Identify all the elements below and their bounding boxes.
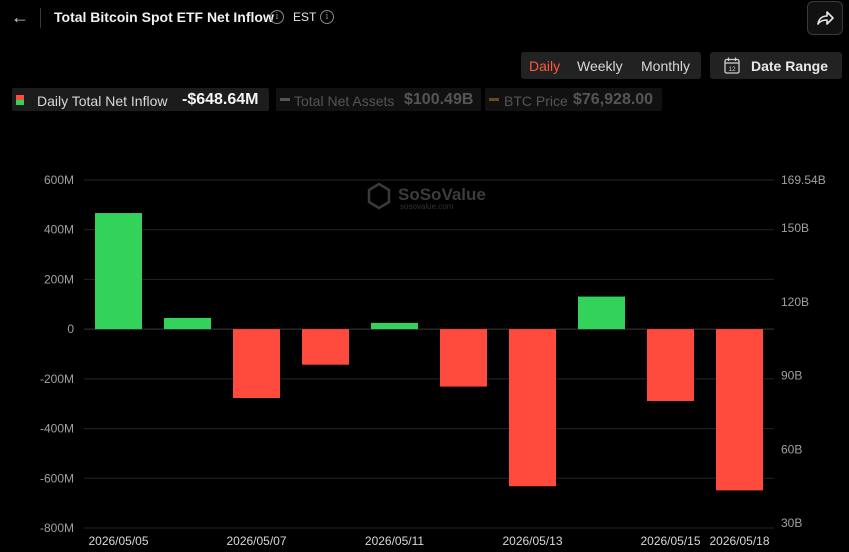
btc-price-label: BTC Price [504, 93, 568, 109]
y2-tick-label: 120B [781, 295, 809, 309]
header-divider [40, 8, 41, 28]
arrow-left-icon[interactable]: ← [11, 7, 29, 27]
share-arrow-icon [817, 11, 834, 25]
bar-2026-05-11[interactable] [371, 322, 418, 330]
x-tick-label: 2026/05/05 [88, 534, 148, 548]
y-tick-label: 600M [44, 173, 74, 187]
x-tick-label: 2026/05/11 [365, 534, 424, 548]
x-tick-label: 2026/05/07 [226, 534, 286, 548]
x-tick-label: 2026/05/15 [640, 534, 700, 548]
timezone-label: EST [293, 10, 317, 24]
y-tick-label: -200M [40, 372, 74, 386]
legend-total-net-assets[interactable]: Total Net Assets $100.49B [276, 88, 481, 111]
sosovalue-watermark: SoSoValue sosovalue.com [367, 182, 486, 211]
y2-tick-label: 150B [781, 221, 809, 235]
date-range-button[interactable]: 12 Date Range [710, 52, 842, 79]
y2-tick-label: 60B [781, 442, 802, 456]
inflow-legend-swatch [16, 95, 24, 105]
period-daily-button[interactable]: Daily [529, 58, 561, 74]
btc-legend-swatch [489, 98, 499, 101]
y-tick-label: -600M [40, 471, 74, 485]
total-net-assets-label: Total Net Assets [294, 93, 395, 109]
calendar-icon: 12 [724, 57, 740, 74]
period-weekly-button[interactable]: Weekly [577, 58, 623, 74]
y2-tick-label: 90B [781, 369, 802, 383]
btc-price-value: $76,928.00 [573, 91, 654, 108]
period-monthly-button[interactable]: Monthly [641, 58, 691, 74]
assets-legend-swatch [280, 98, 290, 101]
x-tick-label: 2026/05/13 [502, 534, 562, 548]
y-tick-label: 200M [44, 272, 74, 286]
bar-2026-05-07[interactable] [233, 329, 280, 398]
bar-2026-05-06[interactable] [164, 317, 211, 330]
daily-net-inflow-label: Daily Total Net Inflow [37, 93, 168, 109]
page-title: Total Bitcoin Spot ETF Net Inflow [54, 9, 274, 25]
bar-2026-05-14[interactable] [578, 296, 625, 330]
legend-btc-price[interactable]: BTC Price $76,928.00 [485, 88, 662, 111]
y-tick-label: 0 [67, 322, 74, 336]
top-bar: ← Total Bitcoin Spot ETF Net Inflow i ES… [0, 0, 849, 36]
x-tick-label: 2026/05/18 [709, 534, 769, 548]
net-inflow-bar-chart: SoSoValue sosovalue.com 600M 400M 200M 0 -20… [40, 173, 826, 548]
y-tick-label: -800M [40, 521, 74, 535]
period-toggle: Daily Weekly Monthly [521, 52, 701, 79]
share-button[interactable] [807, 1, 843, 35]
y2-tick-label: 30B [781, 516, 802, 530]
bar-2026-05-05[interactable] [95, 213, 142, 330]
y2-tick-label: 169.54B [781, 173, 826, 187]
bar-2026-05-15[interactable] [647, 329, 694, 401]
daily-net-inflow-value: -$648.64M [182, 91, 259, 108]
y-tick-label: 400M [44, 223, 74, 237]
date-range-label: Date Range [751, 58, 829, 74]
svg-text:12: 12 [728, 66, 736, 73]
watermark-site: sosovalue.com [400, 202, 454, 211]
y-tick-label: -400M [40, 422, 74, 436]
bar-2026-05-08[interactable] [302, 329, 349, 365]
bar-2026-05-18[interactable] [716, 329, 763, 491]
sosovalue-logo-icon [367, 182, 391, 210]
legend-daily-net-inflow[interactable]: Daily Total Net Inflow -$648.64M [12, 88, 269, 111]
info-icon[interactable]: i [270, 10, 284, 24]
bar-2026-05-13[interactable] [509, 329, 556, 487]
watermark-brand: SoSoValue [398, 185, 486, 204]
total-net-assets-value: $100.49B [404, 91, 474, 108]
timezone-info-icon[interactable]: i [320, 10, 334, 24]
bar-2026-05-12[interactable] [440, 329, 487, 387]
